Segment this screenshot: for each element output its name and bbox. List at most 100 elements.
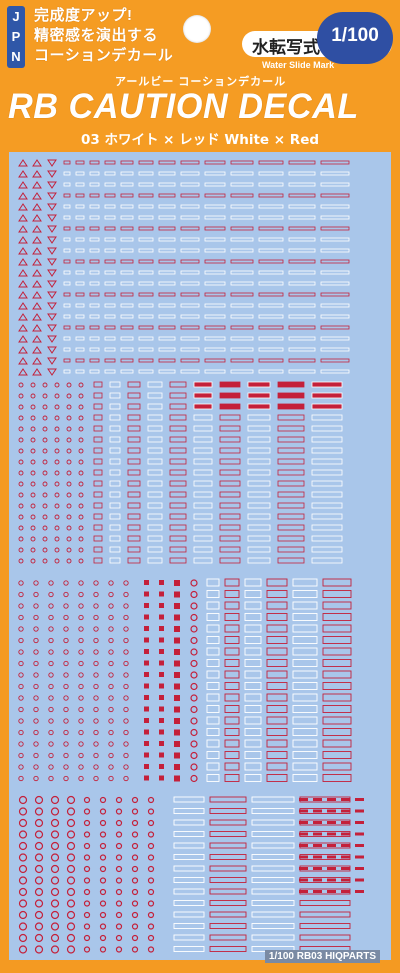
target-mark xyxy=(18,864,28,874)
bracket-mark xyxy=(219,524,241,531)
triangle-mark xyxy=(18,357,28,365)
square-mark xyxy=(159,626,164,631)
bar-mark xyxy=(320,347,350,352)
target-mark xyxy=(147,819,155,827)
decal-sheet xyxy=(9,152,391,960)
bar-mark xyxy=(63,281,71,286)
triangle-mark xyxy=(18,203,28,211)
bracket-mark xyxy=(311,524,343,531)
dash-mark xyxy=(299,798,308,801)
circle-mark xyxy=(78,536,84,542)
circle-mark xyxy=(54,558,60,564)
bar-mark xyxy=(89,336,100,341)
square-mark xyxy=(159,741,164,746)
long-bar-mark xyxy=(173,900,205,906)
bar-mark xyxy=(288,369,316,374)
box-mark xyxy=(224,613,240,621)
circle-mark xyxy=(18,775,24,782)
box-mark xyxy=(292,636,318,644)
box-mark xyxy=(244,670,262,679)
bracket-mark xyxy=(193,513,213,520)
target-mark xyxy=(83,842,91,850)
circle-mark xyxy=(18,626,24,632)
bar-mark xyxy=(320,292,350,297)
circle-mark xyxy=(78,448,84,454)
bracket-mark xyxy=(219,381,241,388)
circle-mark xyxy=(108,706,114,713)
circle-mark xyxy=(123,660,129,667)
circle-mark xyxy=(48,729,54,736)
circle-mark xyxy=(78,481,84,487)
bracket-mark xyxy=(109,458,121,465)
bar-mark xyxy=(180,369,200,374)
dash-mark xyxy=(313,878,322,882)
circle-mark xyxy=(33,718,39,724)
bar-mark xyxy=(120,204,134,209)
circle-mark xyxy=(66,459,72,465)
circle-mark xyxy=(108,695,114,701)
circle-mark xyxy=(48,672,54,678)
circle-mark xyxy=(63,649,69,655)
circle-mark xyxy=(63,672,69,678)
bracket-mark xyxy=(193,502,213,509)
bar-mark xyxy=(258,160,284,165)
bar-mark xyxy=(104,193,116,198)
bar-mark xyxy=(230,347,254,352)
circle-mark xyxy=(63,752,69,759)
target-mark xyxy=(147,888,155,896)
target-mark xyxy=(83,808,91,815)
long-bar-mark xyxy=(173,819,205,826)
bar-mark xyxy=(288,292,316,297)
bracket-mark xyxy=(147,447,163,454)
bar-mark xyxy=(230,259,254,264)
bracket-mark xyxy=(219,546,241,553)
target-mark xyxy=(34,899,44,908)
bracket-mark xyxy=(219,392,241,399)
bracket-mark xyxy=(277,414,305,421)
bar-mark xyxy=(158,237,176,242)
dash-mark xyxy=(341,809,350,813)
bracket-mark xyxy=(247,458,271,465)
dash-mark xyxy=(313,832,322,836)
long-bar-mark xyxy=(173,911,205,918)
box-mark xyxy=(206,693,220,702)
jpn-badge-letter: J xyxy=(12,9,20,24)
bracket-mark xyxy=(277,469,305,476)
long-bar-mark xyxy=(251,796,295,803)
bar-mark xyxy=(75,347,85,352)
box-mark xyxy=(244,659,262,667)
circle-mark xyxy=(78,426,84,432)
triangle-mark xyxy=(32,346,42,354)
dash-mark xyxy=(341,844,350,847)
circle-mark xyxy=(108,764,114,770)
circle-mark xyxy=(66,426,72,432)
bar-mark xyxy=(138,204,154,209)
triangle-mark xyxy=(32,236,42,244)
bar-mark xyxy=(63,182,71,187)
target-mark xyxy=(83,946,91,953)
circle-mark xyxy=(18,649,24,655)
long-bar-mark xyxy=(251,865,295,872)
square-mark xyxy=(144,626,149,631)
bar-mark xyxy=(89,358,100,363)
dash-mark xyxy=(327,809,336,813)
dash-mark xyxy=(313,890,322,893)
circle-mark xyxy=(66,536,72,542)
bracket-mark xyxy=(147,436,163,443)
box-mark xyxy=(266,670,288,679)
bracket-mark xyxy=(311,392,343,399)
circle-mark xyxy=(54,536,60,542)
brand-label: 1/100 RB03 HIQPARTS xyxy=(264,950,380,963)
bar-mark xyxy=(75,336,85,341)
kana-title: アールビー コーションデカール xyxy=(115,76,287,88)
circle-mark xyxy=(54,437,60,443)
bar-mark xyxy=(288,325,316,330)
circle-mark xyxy=(18,706,24,713)
dash-mark xyxy=(313,798,322,801)
square-mark xyxy=(159,683,164,689)
target-mark xyxy=(190,671,198,679)
triangle-mark xyxy=(32,357,42,365)
box-mark xyxy=(206,636,220,644)
bar-mark xyxy=(288,160,316,165)
bracket-mark xyxy=(109,469,121,476)
